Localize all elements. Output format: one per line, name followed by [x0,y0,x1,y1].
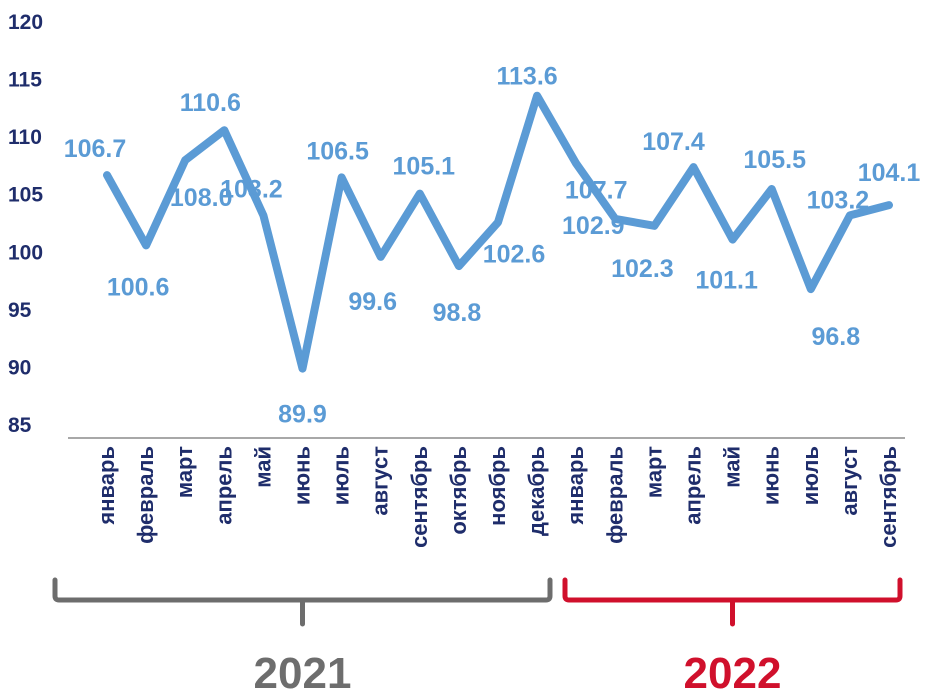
x-tick-label: август [837,446,862,516]
data-label: 108.0 [170,184,233,212]
data-label: 102.3 [611,255,674,283]
data-label: 106.7 [64,135,127,163]
x-tick-label: май [720,446,745,488]
data-label: 102.6 [483,240,546,268]
x-axis: январь февраль март апрель май июнь июль август… [94,446,901,548]
x-tick-label: март [172,446,197,498]
y-tick-label: 120 [8,11,43,34]
y-tick-label: 115 [8,69,42,92]
x-tick-label: март [641,446,666,498]
data-label: 105.1 [393,153,456,181]
data-label: 101.1 [695,267,758,295]
x-tick-label: декабрь [524,446,549,536]
x-tick-label: октябрь [446,446,471,535]
x-tick-label: июнь [290,446,315,505]
x-tick-label: апрель [681,446,706,525]
x-tick-label: февраль [602,446,627,544]
x-tick-label: июль [329,446,354,505]
data-label: 103.2 [220,175,283,203]
year-brace [562,577,903,627]
data-label: 106.5 [306,137,369,165]
data-label: 103.2 [807,186,870,214]
data-label: 107.4 [642,128,705,156]
series-line [103,91,893,373]
y-tick-label: 90 [8,356,31,379]
data-label: 102.9 [562,212,625,240]
x-tick-label: июль [798,446,823,505]
x-tick-label: январь [563,446,588,526]
y-tick-label: 100 [8,241,43,264]
data-label: 89.9 [278,401,327,429]
x-tick-label: сентябрь [407,446,432,548]
year-groups: 2021 2022 [52,577,903,694]
data-label: 100.6 [107,273,170,301]
y-tick-label: 105 [8,184,43,207]
data-label: 98.8 [433,299,482,327]
y-axis: 85 90 95 100 105 110 115 120 [8,11,43,437]
data-label: 104.1 [858,159,921,187]
data-label: 105.5 [743,146,806,174]
year-label: 2021 [254,649,352,694]
y-tick-label: 110 [8,126,42,149]
x-tick-label: февраль [133,446,158,544]
data-label: 113.6 [497,63,558,91]
y-tick-label: 95 [8,299,32,322]
x-tick-label: апрель [211,446,236,525]
x-tick-label: июнь [759,446,784,505]
x-tick-label: сентябрь [876,446,901,548]
y-tick-label: 85 [8,414,32,437]
x-tick-label: май [250,446,275,488]
x-tick-label: ноябрь [485,446,510,526]
year-brace [52,577,553,627]
data-label: 107.7 [565,177,628,205]
data-label: 96.8 [811,323,860,351]
x-tick-label: август [368,446,393,516]
data-label: 99.6 [348,288,397,316]
data-label: 110.6 [180,89,241,117]
data-labels: 106.7 100.6 108.0 110.6 103.2 89.9 106.5 99.6 10… [64,63,921,429]
x-tick-label: январь [94,446,119,526]
year-label: 2022 [684,649,782,694]
